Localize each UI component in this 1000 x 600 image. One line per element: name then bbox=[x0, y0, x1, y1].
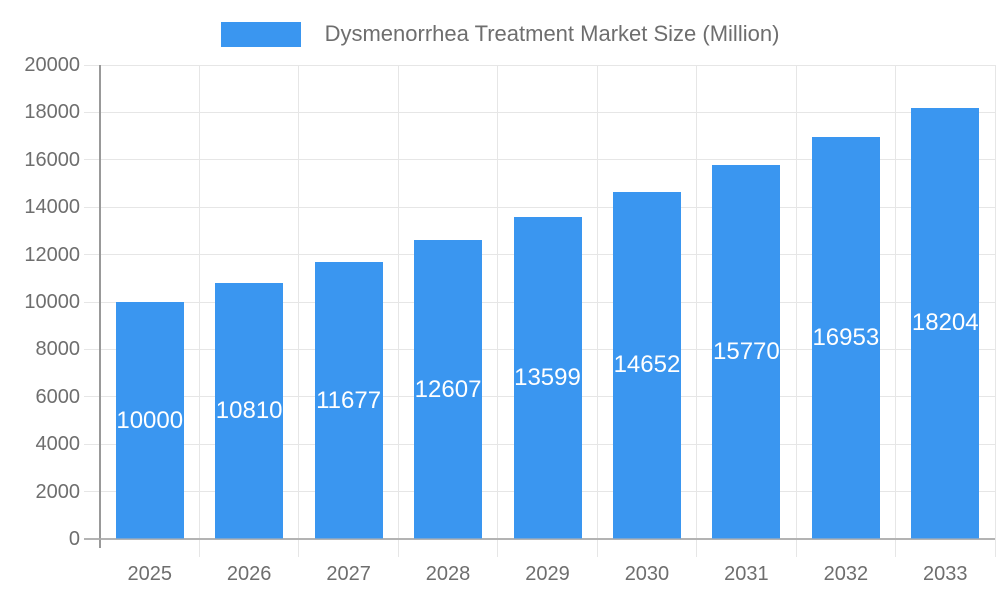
x-tick-label: 2028 bbox=[425, 563, 471, 585]
y-tick-label: 4000 bbox=[35, 433, 81, 456]
h-gridline bbox=[84, 64, 995, 66]
x-tick-label: 2029 bbox=[525, 563, 570, 585]
h-gridline bbox=[84, 159, 995, 161]
bar-value-label: 15770 bbox=[713, 338, 780, 366]
y-tick-label: 2000 bbox=[35, 480, 81, 503]
v-gridline bbox=[696, 65, 698, 557]
y-tick-label: 10000 bbox=[24, 291, 80, 313]
v-gridline bbox=[397, 65, 399, 557]
v-gridline bbox=[795, 65, 797, 557]
legend[interactable]: Dysmenorrhea Treatment Market Size (Mill… bbox=[0, 21, 1000, 47]
y-tick-label: 0 bbox=[68, 528, 80, 550]
bar-value-label: 10000 bbox=[116, 406, 184, 434]
bar bbox=[513, 216, 582, 539]
bar bbox=[811, 137, 880, 539]
y-tick-label: 12000 bbox=[24, 243, 80, 266]
bar bbox=[115, 302, 184, 539]
y-tick-label: 20000 bbox=[24, 54, 80, 76]
bar bbox=[215, 282, 284, 539]
bar bbox=[612, 191, 681, 539]
v-gridline bbox=[596, 65, 598, 557]
bar-value-label: 16953 bbox=[812, 324, 880, 352]
bar bbox=[712, 165, 781, 539]
y-axis-line bbox=[99, 65, 101, 548]
bar bbox=[414, 240, 483, 539]
x-tick-label: 2030 bbox=[624, 563, 670, 585]
bar-value-label: 13599 bbox=[514, 363, 581, 391]
y-tick-label: 18000 bbox=[24, 101, 80, 124]
bar-value-label: 14652 bbox=[613, 351, 681, 379]
v-gridline bbox=[497, 65, 499, 557]
x-tick-label: 2027 bbox=[326, 563, 371, 585]
x-tick-label: 2031 bbox=[724, 563, 769, 585]
bar-value-label: 12607 bbox=[414, 375, 482, 403]
v-gridline bbox=[298, 65, 300, 557]
bar-value-label: 18204 bbox=[911, 309, 979, 337]
x-axis-baseline-overlay bbox=[84, 538, 995, 540]
bar bbox=[911, 107, 980, 539]
v-gridline bbox=[895, 65, 897, 557]
v-gridline bbox=[994, 65, 996, 557]
v-gridline bbox=[198, 65, 200, 557]
h-gridline bbox=[84, 111, 995, 113]
legend-swatch-icon bbox=[220, 21, 301, 47]
legend-label: Dysmenorrhea Treatment Market Size (Mill… bbox=[324, 21, 780, 46]
bar bbox=[314, 262, 383, 539]
x-tick-label: 2033 bbox=[923, 563, 968, 585]
bar-value-label: 11677 bbox=[316, 386, 382, 414]
bar-value-label: 10810 bbox=[215, 396, 283, 424]
h-gridline bbox=[84, 206, 995, 208]
y-tick-label: 16000 bbox=[24, 148, 80, 171]
y-tick-label: 14000 bbox=[24, 196, 80, 219]
x-tick-label: 2026 bbox=[226, 563, 272, 585]
y-tick-label: 6000 bbox=[35, 385, 81, 408]
y-tick-label: 8000 bbox=[35, 338, 81, 361]
x-tick-label: 2025 bbox=[127, 563, 172, 585]
x-tick-label: 2032 bbox=[823, 563, 869, 585]
